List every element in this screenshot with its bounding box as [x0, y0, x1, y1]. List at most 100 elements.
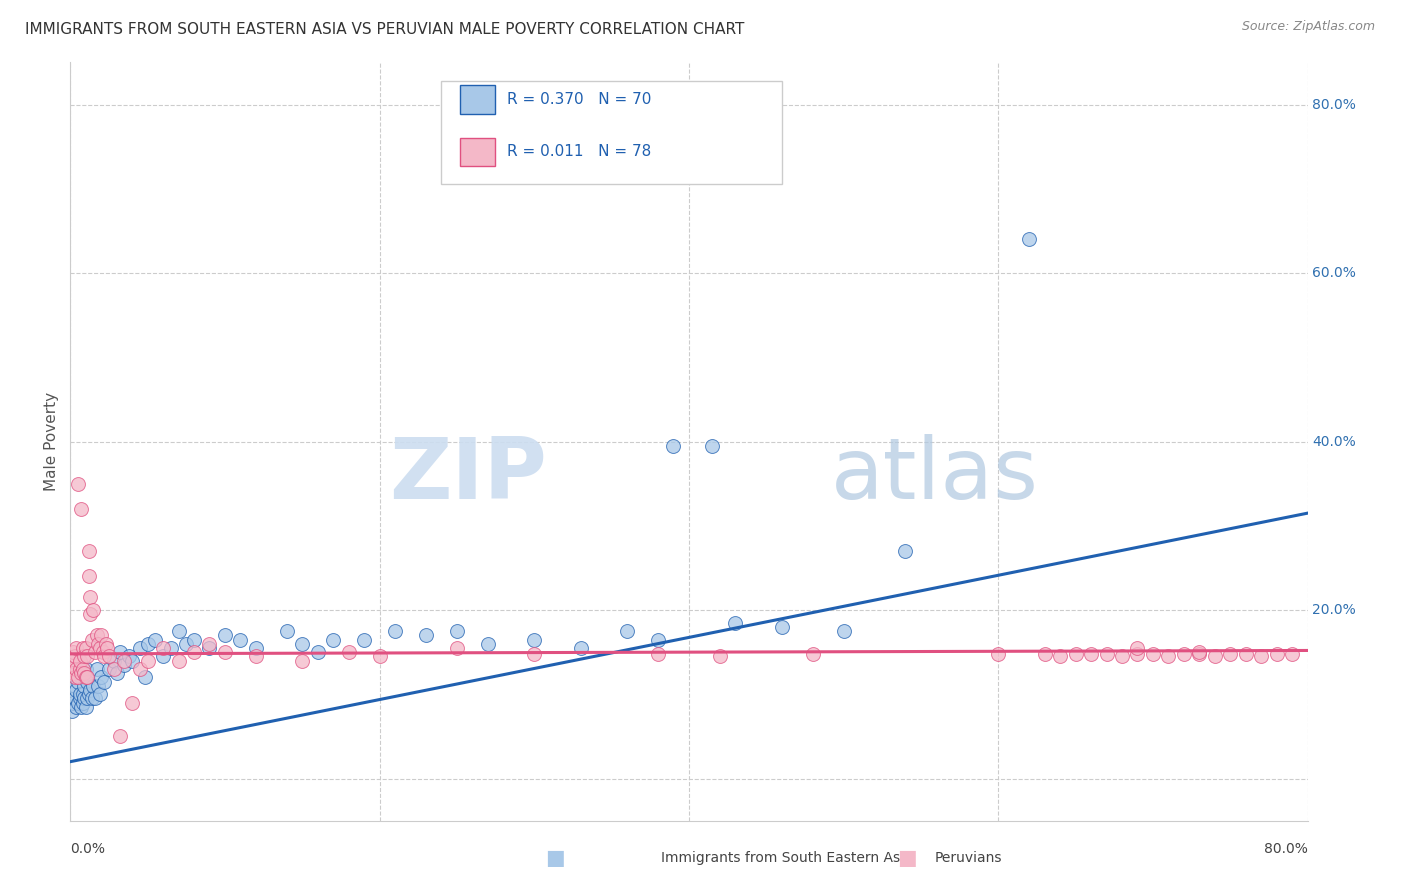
Point: [73, 649, 96, 664]
Point: [894, 544, 917, 558]
Point: [152, 649, 174, 664]
Point: [245, 649, 267, 664]
Point: [69, 687, 91, 701]
Point: [415, 628, 437, 642]
Point: [353, 632, 375, 647]
Point: [62, 645, 84, 659]
Point: [96, 640, 118, 655]
Point: [1126, 640, 1149, 655]
Point: [73, 691, 96, 706]
Point: [229, 632, 252, 647]
Point: [1188, 647, 1211, 661]
Point: [86, 662, 108, 676]
Point: [98, 662, 120, 676]
Point: [65, 699, 87, 714]
Text: 80.0%: 80.0%: [1312, 97, 1357, 112]
Text: Source: ZipAtlas.com: Source: ZipAtlas.com: [1241, 20, 1375, 33]
Point: [1250, 649, 1272, 664]
Point: [662, 439, 685, 453]
Point: [183, 632, 205, 647]
Point: [86, 628, 108, 642]
Point: [214, 645, 236, 659]
Point: [770, 620, 793, 634]
Point: [75, 662, 97, 676]
Point: [1033, 647, 1056, 661]
Point: [145, 632, 166, 647]
Point: [1265, 647, 1288, 661]
Text: 0.0%: 0.0%: [70, 842, 105, 855]
Point: [93, 674, 115, 689]
Point: [337, 645, 360, 659]
Point: [616, 624, 638, 639]
Point: [129, 662, 152, 676]
Point: [89, 640, 111, 655]
Point: [84, 691, 107, 706]
Point: [198, 637, 221, 651]
Point: [152, 640, 174, 655]
Point: [103, 662, 125, 676]
Point: [129, 640, 152, 655]
Point: [121, 654, 143, 668]
Text: 20.0%: 20.0%: [1312, 603, 1355, 617]
Point: [523, 647, 546, 661]
Point: [91, 645, 114, 659]
Point: [87, 679, 110, 693]
Point: [368, 649, 391, 664]
Point: [65, 683, 87, 698]
Point: [167, 654, 190, 668]
Point: [90, 670, 112, 684]
Point: [446, 640, 468, 655]
Point: [121, 696, 143, 710]
Text: ■: ■: [897, 848, 917, 868]
Point: [1142, 647, 1164, 661]
Point: [114, 657, 135, 672]
Point: [98, 649, 120, 664]
Point: [77, 687, 100, 701]
FancyBboxPatch shape: [460, 85, 495, 114]
Point: [801, 647, 824, 661]
Point: [108, 730, 131, 744]
Point: [167, 624, 190, 639]
Point: [93, 649, 115, 664]
Point: [477, 637, 499, 651]
Point: [307, 645, 329, 659]
Point: [214, 628, 236, 642]
FancyBboxPatch shape: [460, 137, 495, 166]
Point: [724, 615, 747, 630]
Point: [702, 439, 724, 453]
Point: [69, 654, 91, 668]
Point: [709, 649, 731, 664]
Point: [118, 649, 141, 664]
Point: [1204, 649, 1226, 664]
Text: ZIP: ZIP: [389, 434, 547, 517]
Text: ■: ■: [546, 848, 565, 868]
Point: [72, 687, 94, 701]
Point: [67, 670, 90, 684]
Point: [73, 666, 96, 681]
Point: [60, 704, 83, 718]
Point: [67, 476, 90, 491]
Point: [82, 679, 105, 693]
Point: [90, 628, 112, 642]
Point: [69, 691, 91, 706]
Text: R = 0.011   N = 78: R = 0.011 N = 78: [508, 145, 651, 160]
Point: [446, 624, 468, 639]
Text: R = 0.370   N = 70: R = 0.370 N = 70: [508, 92, 651, 107]
Point: [75, 670, 97, 684]
Point: [103, 654, 125, 668]
Point: [63, 670, 86, 684]
Point: [1018, 232, 1040, 246]
Point: [60, 654, 83, 668]
Point: [67, 696, 90, 710]
Point: [77, 569, 100, 583]
Point: [1111, 649, 1133, 664]
Point: [75, 699, 97, 714]
Text: Peruvians: Peruvians: [935, 851, 1002, 865]
Point: [160, 640, 183, 655]
Point: [114, 654, 135, 668]
Point: [1080, 647, 1102, 661]
Point: [1049, 649, 1071, 664]
Point: [134, 670, 156, 684]
Point: [76, 649, 98, 664]
Point: [77, 544, 100, 558]
